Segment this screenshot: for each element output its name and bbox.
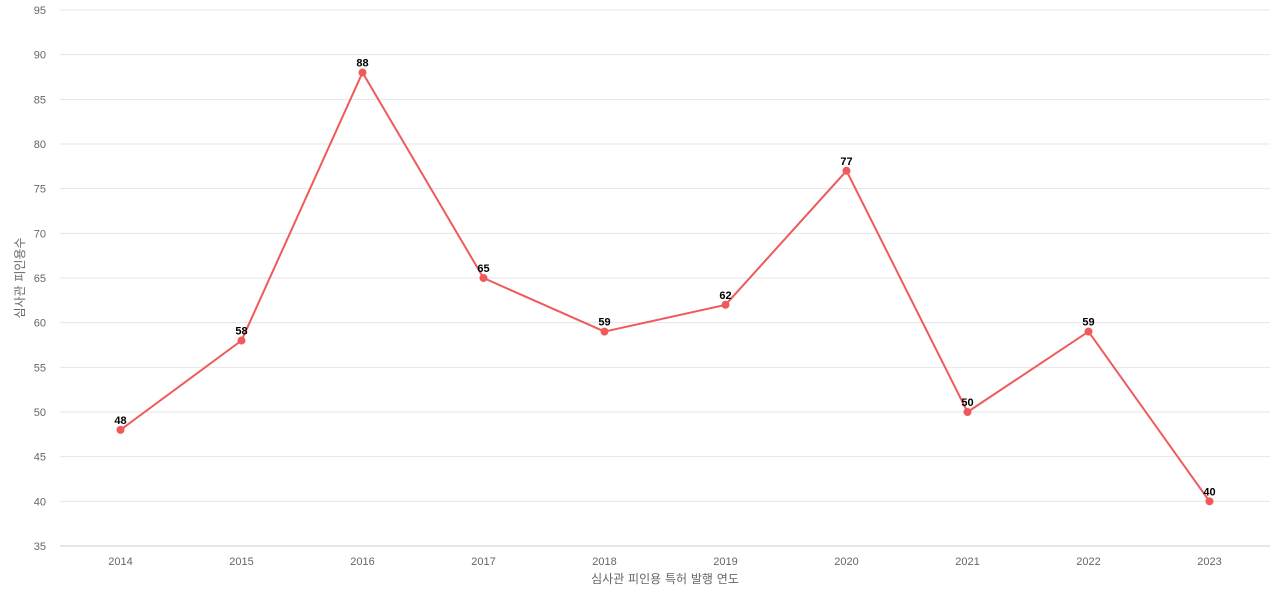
x-tick-label: 2017 xyxy=(471,556,495,568)
data-label: 58 xyxy=(235,326,247,338)
y-axis-title: 심사관 피인용수 xyxy=(13,237,27,318)
y-tick-label: 80 xyxy=(34,139,46,151)
x-tick-label: 2020 xyxy=(834,556,858,568)
x-tick-label: 2014 xyxy=(108,556,132,568)
x-tick-label: 2022 xyxy=(1076,556,1100,568)
x-tick-label: 2018 xyxy=(592,556,616,568)
y-tick-label: 50 xyxy=(34,407,46,419)
series xyxy=(116,68,1214,506)
x-tick-label: 2021 xyxy=(955,556,979,568)
data-point xyxy=(1084,327,1093,336)
y-tick-label: 85 xyxy=(34,94,46,106)
y-tick-label: 75 xyxy=(34,184,46,196)
data-point xyxy=(1205,497,1214,506)
data-point xyxy=(721,300,730,309)
y-tick-label: 65 xyxy=(34,273,46,285)
x-tick-label: 2023 xyxy=(1197,556,1221,568)
x-tick-label: 2019 xyxy=(713,556,737,568)
data-label: 59 xyxy=(598,317,610,329)
y-tick-label: 95 xyxy=(34,5,46,17)
y-tick-label: 55 xyxy=(34,362,46,374)
data-label: 77 xyxy=(840,156,852,168)
y-axis-ticks: 35 40 45 50 55 60 65 70 75 80 85 90 95 xyxy=(34,5,46,553)
data-label: 65 xyxy=(477,263,489,275)
x-tick-label: 2015 xyxy=(229,556,253,568)
x-axis-ticks: 2014 2015 2016 2017 2018 2019 2020 2021 2022 2023 xyxy=(108,556,1221,568)
data-label: 50 xyxy=(961,397,973,409)
data-label: 48 xyxy=(114,415,126,427)
data-label: 40 xyxy=(1203,486,1215,498)
x-tick-label: 2016 xyxy=(350,556,374,568)
data-point xyxy=(479,274,488,282)
data-point xyxy=(237,336,246,345)
data-point xyxy=(358,68,367,77)
series-line xyxy=(119,70,1211,502)
data-labels: 48 58 88 65 59 62 77 50 59 40 xyxy=(114,58,1215,499)
data-point xyxy=(116,425,125,434)
y-tick-label: 45 xyxy=(34,452,46,464)
data-point xyxy=(600,327,609,336)
y-tick-label: 60 xyxy=(34,318,46,330)
data-point xyxy=(842,166,851,175)
x-axis-title: 심사관 피인용 특허 발행 연도 xyxy=(591,571,739,586)
data-label: 59 xyxy=(1082,317,1094,329)
data-label: 62 xyxy=(719,290,731,302)
gridlines xyxy=(60,9,1270,547)
y-tick-label: 35 xyxy=(34,541,46,553)
y-tick-label: 70 xyxy=(34,228,46,240)
data-point xyxy=(963,408,972,416)
y-tick-label: 90 xyxy=(34,50,46,62)
data-label: 88 xyxy=(356,58,368,70)
y-tick-label: 40 xyxy=(34,496,46,508)
